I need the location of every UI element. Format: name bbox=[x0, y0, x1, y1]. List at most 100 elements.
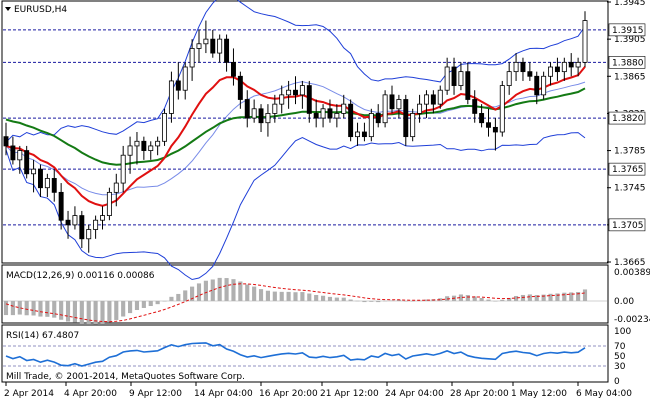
macd-histogram-bar bbox=[327, 296, 333, 301]
candle-body bbox=[210, 38, 216, 54]
candle-body bbox=[293, 89, 298, 96]
macd-histogram-bar bbox=[348, 299, 353, 301]
macd-histogram-bar bbox=[458, 294, 463, 301]
macd-histogram-bar bbox=[410, 300, 415, 302]
time-tick-label: 14 Apr 04:00 bbox=[194, 389, 253, 399]
bollinger-lower bbox=[5, 132, 586, 281]
macd-histogram-bar bbox=[465, 295, 470, 301]
macd-histogram-bar bbox=[148, 300, 153, 307]
macd-histogram-bar bbox=[65, 300, 71, 322]
time-tick-label: 6 May 04:00 bbox=[576, 389, 632, 399]
macd-histogram-bar bbox=[245, 284, 250, 301]
candle-body bbox=[175, 80, 181, 91]
bollinger-bands bbox=[5, 0, 586, 281]
time-tick-label: 1 May 12:00 bbox=[511, 389, 567, 399]
dropdown-triangle-icon[interactable] bbox=[5, 7, 11, 11]
candle-body bbox=[334, 113, 340, 119]
candle-body bbox=[230, 61, 236, 77]
macd-histogram-bar bbox=[389, 300, 395, 302]
candle-body bbox=[113, 182, 119, 193]
level-label: 1.3915 bbox=[612, 26, 644, 36]
macd-histogram-bar bbox=[217, 277, 222, 301]
macd-histogram-bar bbox=[486, 299, 491, 301]
macd-histogram-bar bbox=[162, 300, 167, 302]
candle-body bbox=[403, 99, 409, 138]
level-label-box bbox=[608, 162, 646, 176]
candle-body bbox=[279, 94, 285, 105]
macd-histogram-bar bbox=[286, 291, 291, 301]
macd-histogram-bar bbox=[45, 300, 50, 317]
candle-body bbox=[72, 215, 78, 226]
candle-body bbox=[327, 108, 333, 119]
macd-histogram-bar bbox=[555, 293, 560, 301]
macd-axis-label: 0.00 bbox=[614, 297, 634, 307]
level-label: 1.3820 bbox=[612, 114, 644, 124]
macd-histogram-bar bbox=[493, 300, 498, 302]
candle-body bbox=[65, 219, 71, 226]
bollinger-upper bbox=[5, 0, 586, 143]
macd-histogram-bar bbox=[31, 300, 36, 316]
rsi-axis-label: 30 bbox=[614, 362, 626, 372]
macd-histogram-bar bbox=[38, 300, 43, 317]
macd-histogram-bar bbox=[155, 300, 160, 305]
candle-body bbox=[513, 61, 519, 73]
price-tick-label: 1.3665 bbox=[614, 258, 646, 268]
candle-body bbox=[286, 89, 292, 96]
macd-histogram-bar bbox=[100, 300, 105, 325]
candle-body bbox=[534, 75, 540, 96]
macd-histogram-bar bbox=[341, 297, 346, 301]
macd-histogram-bar bbox=[541, 294, 546, 301]
macd-histogram-bar bbox=[128, 300, 133, 314]
macd-histogram-bar bbox=[479, 298, 484, 301]
macd-histogram-bar bbox=[527, 294, 532, 301]
candle-body bbox=[17, 150, 23, 161]
candle-body bbox=[444, 66, 450, 91]
time-tick-label: 2 Apr 2014 bbox=[4, 389, 54, 399]
candle-body bbox=[520, 61, 526, 73]
candle-body bbox=[423, 94, 429, 105]
candle-body bbox=[437, 89, 443, 105]
macd-histogram-bar bbox=[121, 300, 126, 317]
macd-histogram-bar bbox=[300, 292, 305, 301]
time-tick-label: 24 Apr 04:00 bbox=[385, 389, 444, 399]
macd-histogram-bar bbox=[514, 295, 519, 301]
ma-green-line bbox=[5, 87, 586, 166]
macd-signal-line bbox=[5, 283, 586, 323]
candle-body bbox=[148, 145, 154, 151]
level-label: 1.3705 bbox=[612, 221, 644, 231]
macd-histogram-bar bbox=[376, 300, 381, 303]
macd-histogram-bar bbox=[279, 291, 284, 301]
macd-histogram-bar bbox=[190, 286, 195, 301]
candle-body bbox=[348, 103, 354, 138]
level-label-box bbox=[608, 23, 646, 37]
candle-body bbox=[479, 113, 485, 124]
candle-body bbox=[272, 103, 278, 114]
macd-histogram-bar bbox=[369, 300, 374, 302]
level-label-box bbox=[608, 111, 646, 125]
rsi-line bbox=[5, 342, 586, 367]
candle-body bbox=[430, 94, 436, 105]
candle-body bbox=[44, 178, 50, 189]
candle-body bbox=[203, 38, 209, 45]
macd-axis-label: 0.00389 bbox=[614, 268, 650, 278]
price-tick-label: 1.3865 bbox=[614, 72, 646, 82]
macd-histogram-bar bbox=[582, 289, 588, 301]
macd-histogram-bar bbox=[10, 300, 15, 316]
candle-body bbox=[506, 71, 512, 86]
macd-histogram-bar bbox=[272, 291, 277, 301]
macd-histogram-bar bbox=[176, 293, 181, 301]
macd-histogram-bar bbox=[403, 300, 408, 302]
candle-body bbox=[182, 66, 188, 91]
macd-histogram-bar bbox=[183, 290, 188, 301]
candle-body bbox=[3, 136, 9, 147]
macd-histogram-bar bbox=[231, 279, 236, 301]
macd-histogram-bar bbox=[355, 300, 360, 302]
macd-histogram-bar bbox=[134, 300, 140, 311]
macd-histogram-bar bbox=[258, 289, 264, 301]
candle-body bbox=[306, 85, 312, 114]
macd-histogram-bar bbox=[210, 279, 215, 301]
candle-body bbox=[224, 38, 230, 63]
candle-body bbox=[168, 80, 174, 114]
